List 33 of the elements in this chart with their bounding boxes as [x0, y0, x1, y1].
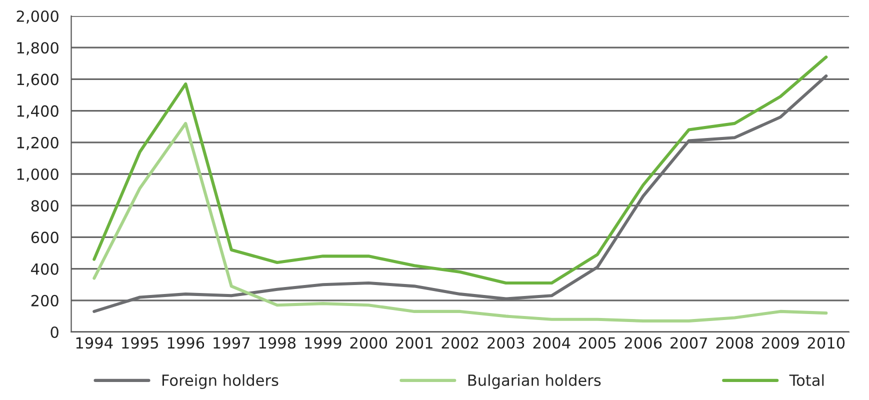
x-tick-label: 2005 [579, 337, 616, 349]
x-tick-label: 1998 [259, 337, 296, 349]
x-tick-label: 2009 [762, 337, 799, 349]
legend-label: Bulgarian holders [468, 374, 601, 389]
y-tick-label: 1,000 [17, 168, 58, 182]
x-tick-label: 2000 [350, 337, 388, 349]
x-tick-label: 2007 [670, 337, 708, 349]
x-tick-label: 1994 [76, 337, 113, 349]
y-tick-label: 600 [31, 232, 58, 244]
x-tick-label: 1996 [168, 337, 204, 349]
y-tick-label: 400 [31, 263, 58, 275]
x-tick-label: 2002 [442, 337, 478, 349]
y-tick-label: 2,000 [16, 10, 58, 24]
x-tick-label: 2004 [533, 337, 570, 349]
x-tick-label: 2001 [396, 337, 432, 349]
line-series [92, 122, 828, 322]
x-tick-label: 1997 [214, 337, 250, 349]
y-tick-label: 1,200 [17, 136, 58, 150]
legend-label: Foreign holders [162, 374, 278, 389]
x-tick-label: 2006 [624, 337, 662, 349]
y-tick-label: 1,800 [17, 42, 58, 56]
y-tick-label: 800 [31, 200, 58, 212]
x-tick-label: 2008 [716, 337, 754, 349]
x-tick-label: 1995 [122, 337, 158, 349]
line-series [92, 56, 828, 285]
y-tick-label: 0 [50, 326, 58, 338]
x-tick-label: 2010 [808, 337, 845, 349]
legend-label: Total [789, 374, 824, 386]
x-tick-label: 1999 [305, 337, 342, 349]
y-tick-label: 1,400 [17, 105, 58, 118]
x-tick-label: 2003 [488, 337, 524, 349]
y-tick-label: 200 [31, 294, 58, 306]
y-tick-label: 1,600 [17, 74, 58, 87]
